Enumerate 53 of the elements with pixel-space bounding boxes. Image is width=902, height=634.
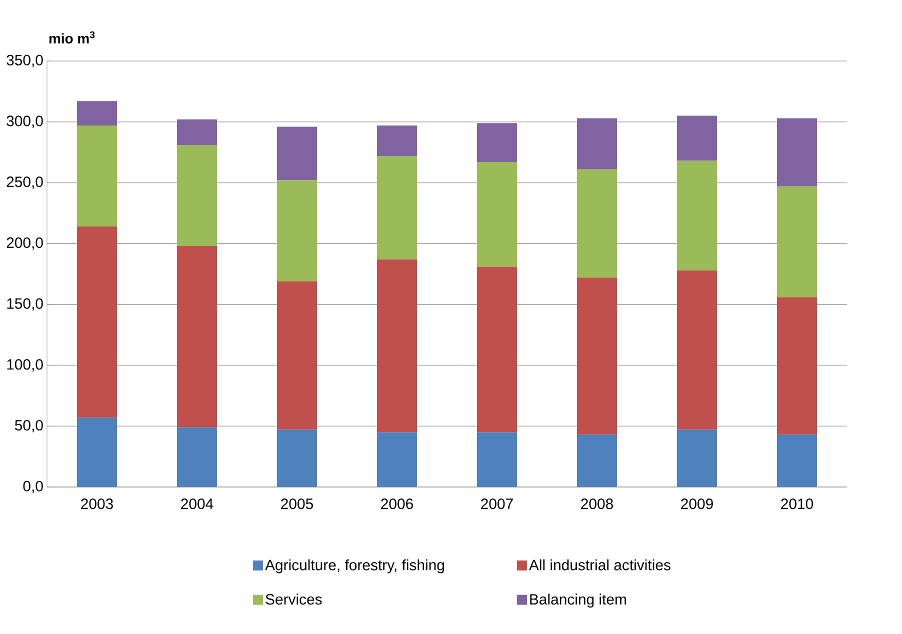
bar	[577, 118, 618, 170]
x-tick-label: 2010	[781, 498, 814, 510]
bar	[377, 156, 417, 260]
bar	[277, 430, 317, 487]
bar	[377, 432, 417, 487]
bar	[477, 266, 517, 432]
bar	[577, 278, 618, 435]
x-tick-label: 2009	[681, 498, 713, 510]
bar	[177, 144, 217, 246]
bar	[477, 162, 517, 267]
y-tick-label: 100,0	[7, 359, 43, 372]
bar	[577, 434, 618, 487]
bar	[277, 180, 317, 282]
bar	[77, 418, 117, 487]
bar	[277, 281, 317, 430]
bar	[777, 297, 818, 435]
x-tick-label: 2008	[581, 498, 613, 510]
y-tick-label: 300,0	[6, 116, 43, 128]
bar	[177, 246, 217, 428]
bar	[377, 126, 417, 156]
legend-label: Services	[266, 594, 322, 605]
bar	[777, 118, 818, 186]
x-tick-label: 2006	[381, 498, 413, 510]
bar	[77, 101, 117, 126]
bar	[177, 427, 217, 487]
y-tick-label: 0,0	[23, 480, 43, 494]
bar	[77, 226, 117, 418]
y-axis-title: mio m$^{3}$	[49, 31, 95, 44]
bar	[777, 186, 818, 298]
bar	[377, 259, 417, 432]
legend-label: Agriculture, forestry, fishing	[265, 559, 444, 574]
y-tick-label: 350,0	[6, 54, 43, 68]
x-tick-label: 2003	[81, 498, 113, 510]
bar	[177, 119, 217, 145]
bar	[477, 432, 517, 487]
y-tick-label: 50,0	[14, 420, 43, 432]
bar	[477, 123, 517, 162]
x-tick-label: 2007	[481, 498, 513, 510]
legend-label: All industrial activities	[528, 559, 670, 570]
x-tick-label: 2005	[281, 498, 313, 510]
bar	[677, 430, 718, 487]
bar	[277, 126, 317, 180]
bar	[577, 169, 618, 278]
bar	[77, 126, 117, 227]
bar	[677, 160, 718, 270]
x-tick-label: 2004	[181, 498, 214, 510]
bar	[677, 270, 718, 430]
y-tick-label: 250,0	[6, 176, 43, 189]
y-tick-label: 200,0	[6, 237, 43, 250]
y-tick-label: 150,0	[7, 298, 43, 311]
legend-label: Balancing item	[530, 594, 626, 608]
bar	[677, 116, 718, 161]
bar	[777, 434, 818, 487]
